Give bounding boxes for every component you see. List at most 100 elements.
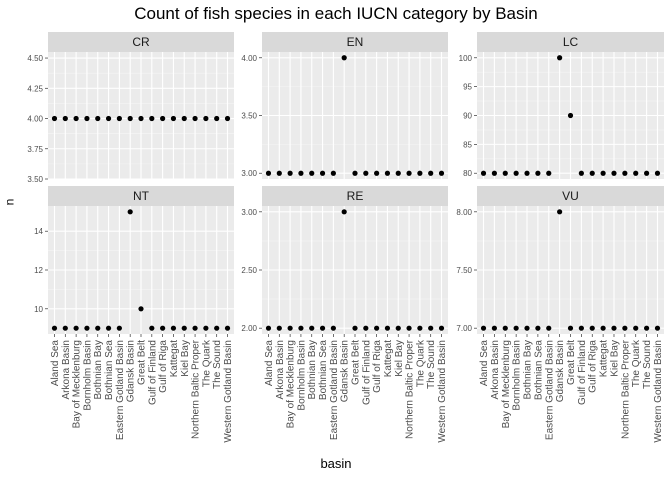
x-tick-label: Aland Sea xyxy=(50,340,61,387)
data-point xyxy=(203,325,209,331)
data-point xyxy=(546,170,552,176)
x-tick-label: Bay of Mecklenburg xyxy=(72,340,83,428)
y-tick-label: 90 xyxy=(463,112,472,121)
data-point xyxy=(170,325,177,331)
data-point xyxy=(502,170,508,176)
data-point xyxy=(654,170,661,176)
facet-strip xyxy=(48,32,234,52)
data-point xyxy=(84,325,90,331)
data-point xyxy=(160,115,166,122)
data-point xyxy=(363,170,369,176)
data-point xyxy=(214,115,220,122)
data-point xyxy=(127,115,133,122)
y-tick-label: 4.00 xyxy=(241,54,257,63)
x-tick-label: Arkona Basin xyxy=(61,340,72,399)
data-point xyxy=(309,170,315,176)
y-tick-label: 8.00 xyxy=(456,208,472,217)
facet-strip xyxy=(48,186,234,206)
x-tick-label: Kattegat xyxy=(599,340,610,377)
data-point xyxy=(330,170,336,176)
data-point xyxy=(644,170,650,176)
data-point xyxy=(352,325,358,331)
x-tick-label: Eastern Gotland Basin xyxy=(115,340,126,440)
data-point xyxy=(265,325,272,331)
facet-label: VU xyxy=(562,189,579,203)
data-point xyxy=(138,306,144,312)
data-point xyxy=(224,325,231,331)
data-point xyxy=(138,115,144,122)
x-tick-label: Great Belt xyxy=(566,340,577,385)
data-point xyxy=(224,115,231,122)
facet-label: CR xyxy=(132,35,150,49)
data-point xyxy=(513,170,519,176)
data-point xyxy=(395,170,401,176)
data-point xyxy=(513,325,519,331)
data-point xyxy=(319,170,326,176)
facet-strip xyxy=(262,32,448,52)
data-point xyxy=(298,325,304,331)
data-point xyxy=(149,325,155,331)
data-point xyxy=(287,170,293,176)
data-point xyxy=(633,170,639,176)
data-point xyxy=(105,325,112,331)
x-tick-label: Kiel Bay xyxy=(394,340,405,377)
data-point xyxy=(287,325,293,331)
data-point xyxy=(116,325,122,331)
y-tick-label: 7.00 xyxy=(456,324,472,333)
data-point xyxy=(181,115,187,122)
data-point xyxy=(276,325,282,331)
facet-label: LC xyxy=(563,35,579,49)
data-point xyxy=(160,325,166,331)
x-tick-label: Bay of Mecklenburg xyxy=(501,340,512,428)
data-point xyxy=(51,115,58,122)
x-tick-label: Bothnian Bay xyxy=(93,340,104,400)
data-point xyxy=(600,325,606,331)
x-tick-label: Gulf of Riga xyxy=(158,340,169,393)
x-tick-label: Bornholm Basin xyxy=(82,340,93,411)
x-tick-label: Eastern Gotland Basin xyxy=(544,340,555,440)
x-tick-label: Kattegat xyxy=(169,340,180,377)
data-point xyxy=(524,170,530,176)
data-point xyxy=(341,209,347,215)
x-tick-label: Aland Sea xyxy=(264,340,275,387)
y-tick-label: 12 xyxy=(34,266,43,275)
data-point xyxy=(298,170,304,176)
data-point xyxy=(611,170,617,176)
x-tick-label: The Quark xyxy=(201,339,212,387)
x-tick-label: Bornholm Basin xyxy=(512,340,523,411)
data-point xyxy=(203,115,209,122)
x-tick-label: Bothnian Bay xyxy=(523,340,534,400)
data-point xyxy=(578,325,584,331)
y-tick-label: 3.75 xyxy=(27,145,43,154)
data-point xyxy=(95,325,101,331)
y-tick-label: 95 xyxy=(463,83,472,92)
data-point xyxy=(611,325,617,331)
x-tick-label: Northern Baltic Proper xyxy=(620,339,631,439)
data-point xyxy=(181,325,187,331)
facet-label: RE xyxy=(347,189,364,203)
data-point xyxy=(309,325,315,331)
data-point xyxy=(438,325,445,331)
data-point xyxy=(276,170,282,176)
x-tick-label: Gulf of Finland xyxy=(147,340,158,405)
data-point xyxy=(374,325,380,331)
data-point xyxy=(73,115,79,122)
x-tick-label: Bay of Mecklenburg xyxy=(286,340,297,428)
x-tick-label: Arkona Basin xyxy=(275,340,286,399)
x-tick-label: Northern Baltic Proper xyxy=(191,339,202,439)
data-point xyxy=(170,115,177,122)
data-point xyxy=(73,325,79,331)
data-point xyxy=(491,325,497,331)
data-point xyxy=(149,115,155,122)
y-tick-label: 10 xyxy=(34,305,43,314)
y-tick-label: 3.00 xyxy=(241,169,257,178)
y-tick-label: 2.00 xyxy=(241,324,257,333)
data-point xyxy=(578,170,584,176)
x-tick-label: Great Belt xyxy=(351,340,362,385)
facet-label: EN xyxy=(347,35,364,49)
y-tick-label: 4.50 xyxy=(27,54,43,63)
y-tick-label: 100 xyxy=(459,54,473,63)
data-point xyxy=(363,325,369,331)
x-tick-label: Gulf of Finland xyxy=(577,340,588,405)
